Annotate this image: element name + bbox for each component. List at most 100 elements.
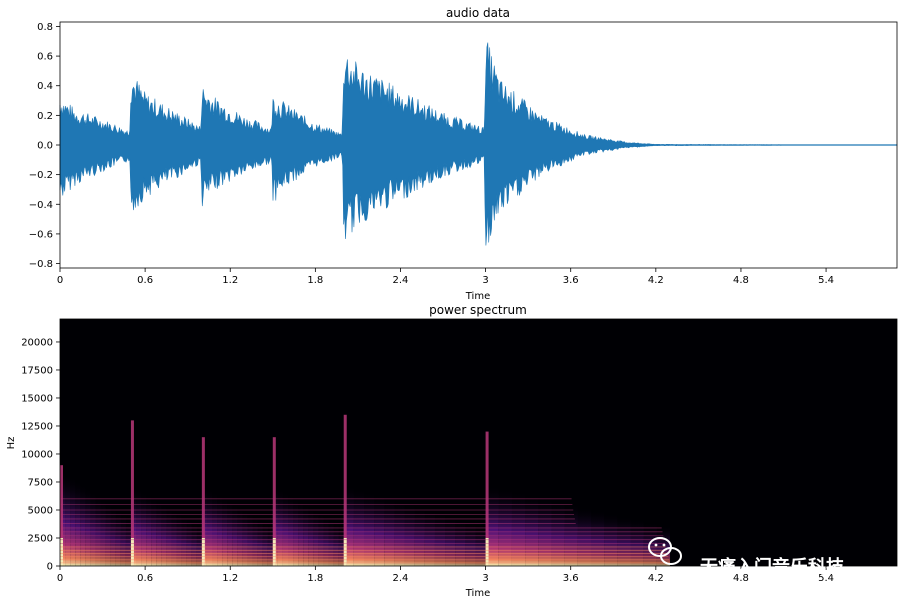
wechat-icon bbox=[648, 537, 682, 565]
spectrogram-xtick-label: 4.2 bbox=[648, 573, 664, 584]
waveform-xtick-label: 2.4 bbox=[393, 275, 409, 286]
waveform-ytick-label: 0.2 bbox=[37, 111, 53, 122]
waveform-xlabel: Time bbox=[465, 291, 490, 302]
spectrogram-cell bbox=[485, 485, 499, 566]
spectrogram-cell bbox=[475, 525, 486, 566]
spectrogram-cell bbox=[343, 485, 354, 566]
waveform-xtick-label: 1.2 bbox=[222, 275, 238, 286]
waveform-ytick-label: −0.4 bbox=[29, 200, 53, 211]
spectrogram-xtick-label: 2.4 bbox=[393, 573, 409, 584]
spectrogram-onset-core bbox=[60, 537, 63, 566]
waveform-ticks: 0 0.6 1.2 1.8 2.4 3 3.6 4.2 4.8 5.4 −0.8 −0.6 −0.4 −0… bbox=[29, 22, 834, 286]
spectrogram-cell bbox=[80, 483, 86, 566]
spectrogram-ytick-label: 5000 bbox=[28, 505, 53, 516]
spectrogram-cell bbox=[227, 500, 233, 566]
spectrogram-cell bbox=[424, 509, 435, 566]
waveform-panel: audio data 0 0.6 1.2 1.8 2.4 3 3.6 4.2 4.8 5.4 −0.… bbox=[29, 6, 898, 302]
spectrogram-onset bbox=[343, 414, 347, 566]
spectrogram-cell bbox=[191, 522, 197, 566]
spectrogram-cell bbox=[282, 491, 288, 566]
waveform-ytick-label: 0.0 bbox=[37, 141, 53, 152]
spectrogram-cell bbox=[363, 491, 375, 566]
spectrogram-onset-core bbox=[130, 537, 134, 566]
spectrogram-ytick-label: 0 bbox=[47, 562, 53, 573]
spectrogram-cell bbox=[161, 503, 167, 566]
spectrogram-cell bbox=[196, 525, 202, 566]
spectrogram-cell bbox=[617, 516, 631, 566]
spectrogram-onset-core bbox=[201, 537, 205, 566]
spectrogram-cell bbox=[171, 509, 177, 566]
spectrogram-onset bbox=[60, 465, 63, 566]
spectrogram-cell bbox=[630, 519, 644, 566]
spectrogram-cell bbox=[217, 494, 223, 566]
spectrogram-cell bbox=[303, 503, 309, 566]
spectrogram-cell bbox=[206, 488, 212, 566]
waveform-xtick-label: 3.6 bbox=[563, 275, 579, 286]
spectrogram-cell bbox=[313, 509, 319, 566]
spectrogram-cell bbox=[181, 516, 187, 566]
spectrogram-xtick-label: 0.6 bbox=[137, 573, 153, 584]
spectrogram-xtick-label: 5.4 bbox=[818, 573, 834, 584]
spectrogram-onset bbox=[201, 437, 205, 566]
waveform-xtick-label: 4.2 bbox=[648, 275, 664, 286]
waveform-xtick-label: 0 bbox=[57, 275, 63, 286]
waveform-xtick-label: 4.8 bbox=[733, 275, 749, 286]
waveform-ytick-label: 0.6 bbox=[37, 52, 53, 63]
spectrogram-cell bbox=[125, 517, 131, 566]
spectrogram-cell bbox=[525, 494, 539, 566]
spectrogram-background bbox=[60, 319, 897, 566]
spectrogram-cell bbox=[590, 509, 605, 566]
spectrogram-frame bbox=[59, 318, 898, 567]
spectrogram-cell bbox=[511, 491, 526, 566]
spectrogram-cell bbox=[455, 519, 466, 566]
spectrogram-panel: power spectrum 0 0.6 1.2 1.8 2.4 3 3.6 4.2 4.8 5.… bbox=[6, 303, 898, 599]
spectrogram-cell bbox=[577, 506, 591, 566]
spectrogram-cell bbox=[257, 519, 263, 566]
spectrogram-cell bbox=[242, 509, 248, 566]
spectrogram-cell bbox=[328, 519, 334, 566]
spectrogram-cell bbox=[75, 479, 81, 566]
spectrogram-cell bbox=[394, 500, 405, 566]
spectrogram-cell bbox=[115, 509, 121, 566]
spectrogram-cell bbox=[156, 500, 162, 566]
waveform-ytick-label: 0.4 bbox=[37, 81, 53, 92]
waveform-xtick-label: 0.6 bbox=[137, 275, 153, 286]
spectrogram-cell bbox=[404, 503, 415, 566]
spectrogram-cell bbox=[465, 522, 476, 566]
spectrogram-cell bbox=[498, 488, 512, 566]
spectrogram-cell bbox=[135, 488, 142, 566]
waveform-ytick-label: −0.8 bbox=[29, 259, 53, 270]
spectrogram-ylabel: Hz bbox=[6, 437, 17, 450]
spectrogram-xlabel: Time bbox=[465, 588, 490, 599]
waveform-ytick-label: 0.8 bbox=[37, 22, 53, 33]
spectrogram-cell bbox=[70, 476, 76, 566]
spectrogram-cell bbox=[211, 491, 218, 566]
watermark-text: 无痛入门音乐科技 bbox=[700, 556, 845, 578]
spectrogram-ytick-label: 17500 bbox=[21, 365, 53, 376]
spectrogram-cell bbox=[262, 522, 268, 566]
spectrogram-ytick-label: 12500 bbox=[21, 421, 53, 432]
spectrogram-ytick-label: 20000 bbox=[21, 337, 53, 348]
spectrogram-cell bbox=[166, 506, 172, 566]
spectrogram-cell bbox=[90, 490, 96, 566]
spectrogram-ytick-label: 2500 bbox=[28, 533, 53, 544]
waveform-xtick-label: 5.4 bbox=[818, 275, 834, 286]
waveform-xtick-label: 3 bbox=[482, 275, 488, 286]
spectrogram-xtick-label: 1.2 bbox=[222, 573, 238, 584]
waveform-ytick-label: −0.6 bbox=[29, 229, 53, 240]
spectrogram-cell bbox=[146, 494, 152, 566]
spectrogram-xtick-label: 1.8 bbox=[307, 573, 323, 584]
spectrogram-onset-core bbox=[343, 537, 347, 566]
spectrogram-cell bbox=[338, 525, 344, 566]
spectrogram-onset-core bbox=[272, 537, 276, 566]
spectrogram-title: power spectrum bbox=[429, 303, 527, 317]
spectrogram-cell bbox=[287, 494, 294, 566]
spectrogram-cell bbox=[298, 500, 304, 566]
spectrogram-onset bbox=[272, 437, 276, 566]
spectrogram-cell bbox=[323, 516, 329, 566]
spectrogram-cell bbox=[445, 516, 456, 566]
spectrogram-cell bbox=[414, 506, 425, 566]
spectrogram-cell bbox=[95, 494, 101, 566]
spectrogram-cell bbox=[100, 498, 106, 566]
spectrogram-ticks: 0 0.6 1.2 1.8 2.4 3 3.6 4.2 4.8 5.4 0 2500 5000 7500 1… bbox=[21, 337, 834, 584]
